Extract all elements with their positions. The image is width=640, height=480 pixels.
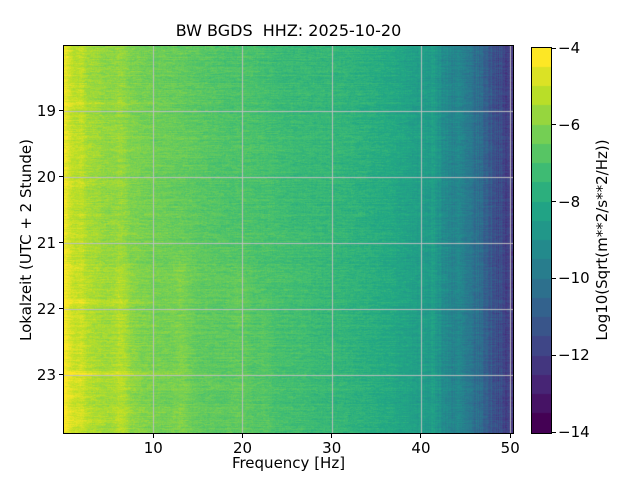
colorbar-tick bbox=[552, 47, 556, 49]
y-tick bbox=[59, 242, 63, 244]
colorbar-gradient bbox=[532, 48, 551, 433]
y-tick bbox=[59, 110, 63, 112]
colorbar-tick-label: −4 bbox=[558, 39, 581, 57]
x-tick bbox=[331, 434, 333, 438]
x-tick bbox=[152, 434, 154, 438]
y-tick-label: 20 bbox=[36, 167, 56, 186]
x-tick-label: 30 bbox=[322, 439, 342, 457]
colorbar-tick-label: −10 bbox=[558, 269, 590, 288]
colorbar-tick-label: −6 bbox=[558, 115, 581, 134]
colorbar-tick bbox=[552, 201, 556, 203]
colorbar-label: Log10(Sqrt(m**2/s**2/Hz)) bbox=[593, 139, 611, 341]
colorbar-tick bbox=[552, 277, 556, 279]
y-tick bbox=[59, 176, 63, 178]
x-tick-label: 40 bbox=[411, 439, 431, 457]
chart-title: BW BGDS HHZ: 2025-10-20 bbox=[175, 21, 402, 40]
x-tick-label: 50 bbox=[500, 439, 520, 457]
colorbar-tick-label: −8 bbox=[558, 192, 581, 211]
y-tick bbox=[59, 308, 63, 310]
colorbar-tick bbox=[552, 431, 556, 433]
colorbar-tick-label: −12 bbox=[558, 346, 590, 365]
x-tick-label: 10 bbox=[143, 439, 163, 457]
colorbar-tick bbox=[552, 124, 556, 126]
y-tick-label: 23 bbox=[36, 365, 56, 384]
x-axis-label: Frequency [Hz] bbox=[231, 454, 346, 472]
spectrogram-heatmap bbox=[64, 46, 513, 433]
x-tick bbox=[241, 434, 243, 438]
x-tick bbox=[509, 434, 511, 438]
x-tick-label: 20 bbox=[232, 439, 253, 457]
y-tick bbox=[59, 374, 63, 376]
x-tick bbox=[420, 434, 422, 438]
y-tick-label: 19 bbox=[36, 101, 56, 120]
y-tick-label: 22 bbox=[36, 299, 56, 318]
y-tick-label: 21 bbox=[36, 233, 56, 252]
colorbar-tick bbox=[552, 354, 556, 356]
colorbar-tick-label: −14 bbox=[558, 423, 590, 441]
